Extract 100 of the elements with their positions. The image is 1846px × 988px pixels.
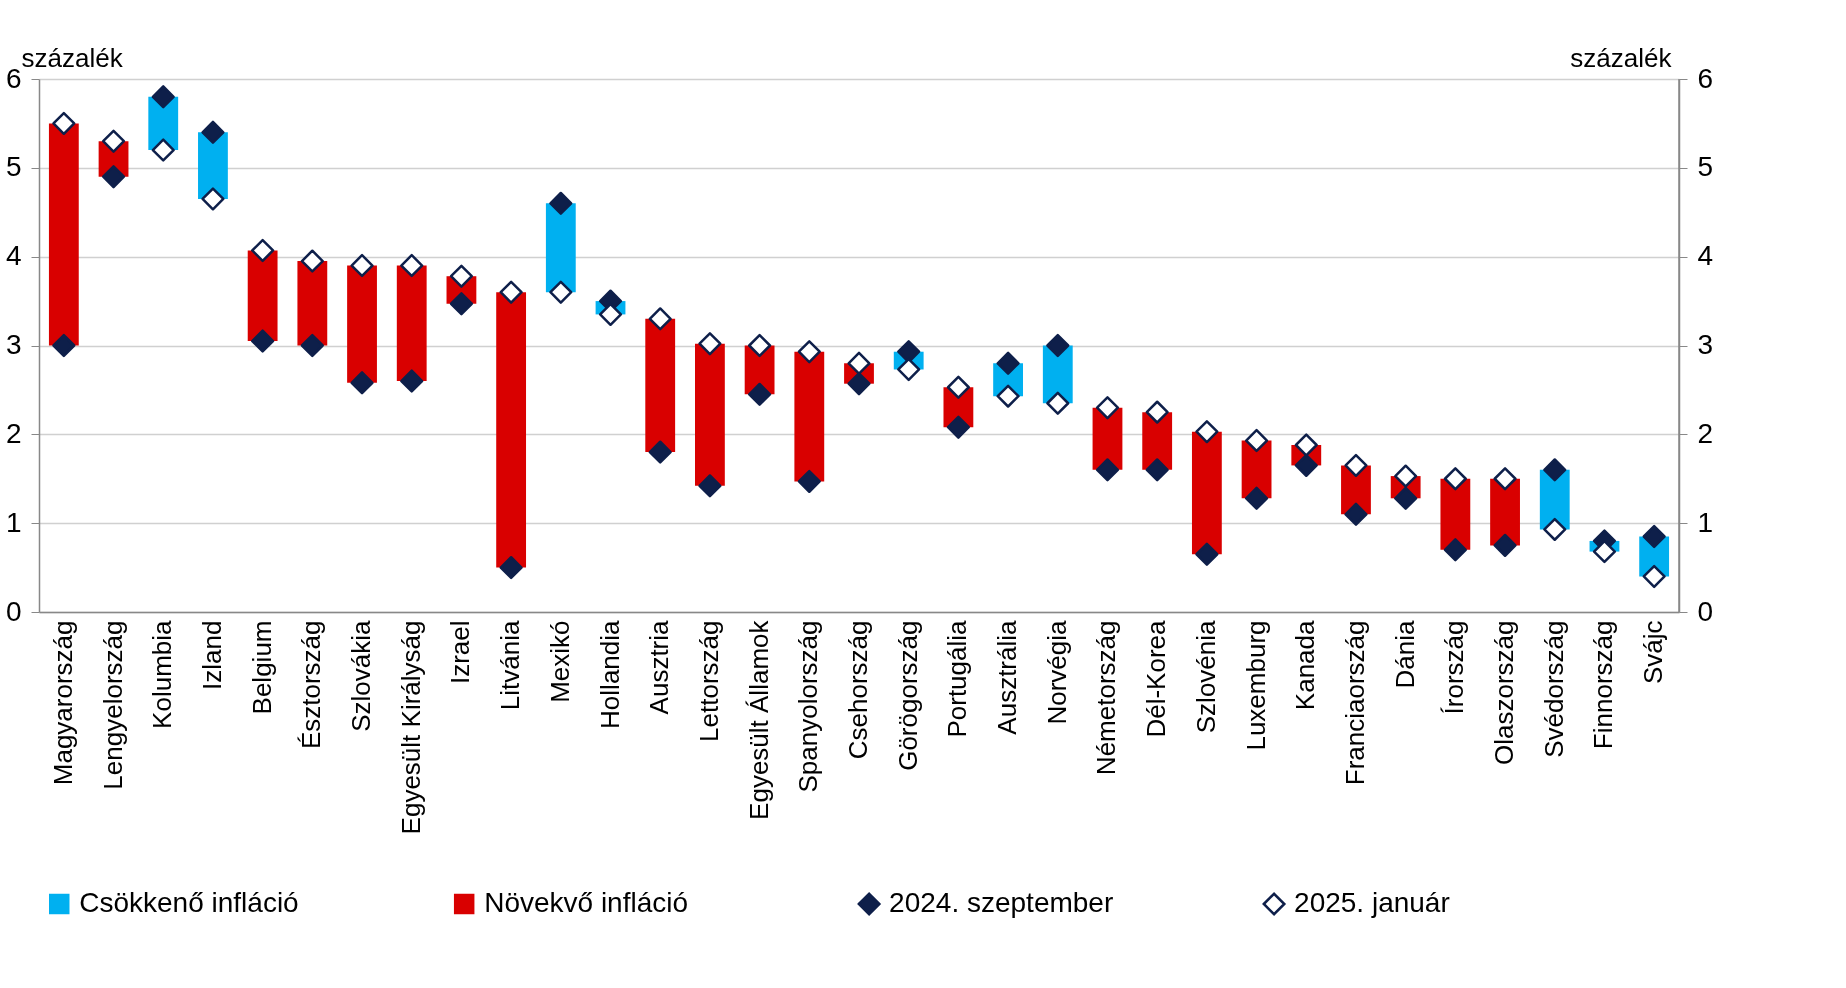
- point: [52, 111, 76, 136]
- point: [449, 264, 474, 288]
- point: [698, 332, 722, 356]
- y-tick-label: 5: [5, 151, 22, 183]
- point: [1145, 400, 1169, 424]
- bar: [1191, 431, 1222, 555]
- point: [300, 249, 324, 273]
- x-tick-label: Dél-Korea: [1141, 619, 1172, 738]
- point: [549, 280, 573, 304]
- point: [1294, 453, 1318, 478]
- x-tick-label: Dánia: [1389, 619, 1420, 689]
- y-tick-label: 1: [5, 506, 22, 538]
- y-axis-title: százalék: [21, 42, 124, 73]
- point: [1095, 458, 1120, 482]
- x-tick-label: Finnország: [1588, 620, 1619, 750]
- x-tick-label: Szlovákia: [346, 619, 377, 732]
- x-tick-label: Franciaország: [1339, 620, 1370, 786]
- x-tick-label: Kolumbia: [147, 619, 178, 729]
- x-tick-label: Spanyolország: [793, 620, 824, 793]
- point: [400, 253, 424, 278]
- x-tick-label: Lettország: [693, 620, 724, 742]
- point: [847, 372, 871, 396]
- point: [747, 333, 772, 358]
- point: [549, 191, 573, 215]
- x-tick-label: Izland: [196, 620, 227, 690]
- x-tick-label: Szlovénia: [1190, 619, 1221, 734]
- point: [1543, 517, 1567, 541]
- point: [1294, 433, 1318, 457]
- y2-tick-label: 0: [1697, 595, 1714, 627]
- point: [1443, 467, 1467, 491]
- x-tick-label: Litvánia: [495, 619, 526, 711]
- bar: [496, 292, 527, 568]
- x-tick-label: Németország: [1091, 620, 1122, 776]
- bar: [396, 265, 427, 382]
- point: [648, 440, 672, 464]
- point: [1443, 538, 1467, 562]
- point: [1344, 453, 1368, 478]
- x-tick-label: Mexikó: [544, 620, 575, 703]
- point: [698, 474, 722, 498]
- x-tick-label: Egyesült Államok: [743, 619, 774, 820]
- point: [101, 129, 126, 153]
- point: [201, 120, 225, 144]
- point: [1394, 464, 1418, 488]
- point: [1244, 428, 1269, 453]
- x-tick-label: Svédország: [1538, 620, 1569, 758]
- point: [1493, 467, 1517, 491]
- legend-label: 2025. január: [1294, 887, 1450, 918]
- point: [300, 333, 324, 358]
- point: [1244, 486, 1269, 510]
- point: [1195, 420, 1219, 444]
- x-tick-label: Lengyelország: [97, 620, 128, 790]
- point: [996, 351, 1020, 375]
- y2-tick-label: 1: [1697, 506, 1714, 538]
- point: [499, 555, 523, 580]
- point: [151, 85, 175, 109]
- point: [201, 187, 225, 211]
- point: [101, 165, 126, 189]
- bar: [695, 343, 725, 486]
- point: [946, 375, 971, 399]
- y2-tick-label: 3: [1697, 329, 1714, 360]
- point: [1046, 391, 1070, 415]
- bar: [48, 123, 79, 346]
- point: [251, 329, 275, 353]
- x-tick-label: Észtország: [296, 620, 327, 750]
- point: [1095, 396, 1120, 420]
- point: [1642, 564, 1666, 589]
- x-tick-label: Belgium: [246, 620, 277, 715]
- x-tick-label: Ausztria: [644, 619, 675, 715]
- legend-label: 2024. szeptember: [889, 887, 1114, 918]
- point: [897, 357, 921, 382]
- point: [1046, 333, 1070, 358]
- x-tick-label: Kanada: [1290, 619, 1321, 711]
- y-tick-label: 2: [5, 417, 22, 449]
- point: [449, 292, 474, 316]
- point: [400, 369, 424, 393]
- point: [747, 382, 772, 406]
- legend-label: Növekvő infláció: [484, 887, 689, 918]
- point: [151, 138, 175, 162]
- x-tick-label: Csehország: [843, 620, 873, 760]
- y-tick-label: 6: [5, 62, 22, 94]
- point: [251, 238, 275, 263]
- point: [1145, 458, 1169, 482]
- y2-tick-label: 2: [1697, 417, 1714, 449]
- point: [1493, 533, 1517, 557]
- point: [1543, 458, 1567, 482]
- y2-tick-label: 4: [1697, 240, 1714, 272]
- point: [996, 384, 1020, 408]
- point: [1394, 486, 1418, 510]
- point: [499, 280, 523, 304]
- bar: [347, 265, 377, 383]
- x-tick-label: Görögország: [892, 620, 923, 771]
- x-tick-label: Hollandia: [594, 619, 625, 729]
- x-tick-label: Izrael: [445, 620, 476, 685]
- y2-tick-label: 6: [1697, 62, 1714, 94]
- point: [350, 371, 374, 395]
- point: [797, 469, 821, 494]
- x-tick-label: Egyesült Királyság: [395, 620, 426, 835]
- y2-axis-title: százalék: [1570, 42, 1673, 73]
- point: [897, 340, 921, 364]
- bar: [645, 318, 676, 453]
